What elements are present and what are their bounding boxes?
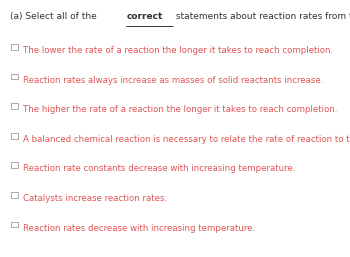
FancyBboxPatch shape bbox=[10, 162, 18, 168]
FancyBboxPatch shape bbox=[10, 103, 18, 109]
Text: The lower the rate of a reaction the longer it takes to reach completion.: The lower the rate of a reaction the lon… bbox=[23, 46, 334, 55]
Text: statements about reaction rates from the choices below.: statements about reaction rates from the… bbox=[173, 12, 350, 21]
Text: Reaction rate constants decrease with increasing temperature.: Reaction rate constants decrease with in… bbox=[23, 164, 296, 173]
FancyBboxPatch shape bbox=[10, 44, 18, 50]
FancyBboxPatch shape bbox=[10, 222, 18, 227]
Text: (a) Select all of the: (a) Select all of the bbox=[10, 12, 100, 21]
Text: Reaction rates always increase as masses of solid reactants increase.: Reaction rates always increase as masses… bbox=[23, 76, 324, 85]
Text: The higher the rate of a reaction the longer it takes to reach completion.: The higher the rate of a reaction the lo… bbox=[23, 105, 338, 114]
Text: correct: correct bbox=[126, 12, 162, 21]
Text: Catalysts increase reaction rates.: Catalysts increase reaction rates. bbox=[23, 194, 168, 203]
FancyBboxPatch shape bbox=[10, 74, 18, 79]
Text: A balanced chemical reaction is necessary to relate the rate of reaction to the : A balanced chemical reaction is necessar… bbox=[23, 135, 350, 144]
FancyBboxPatch shape bbox=[10, 192, 18, 198]
Text: Reaction rates decrease with increasing temperature.: Reaction rates decrease with increasing … bbox=[23, 224, 256, 233]
FancyBboxPatch shape bbox=[10, 133, 18, 139]
